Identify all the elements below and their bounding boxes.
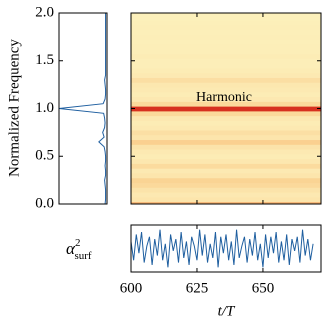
heatmap-row	[131, 168, 321, 174]
x-tick-label: 650	[252, 280, 275, 296]
heatmap-row	[131, 63, 321, 69]
heatmap-row	[131, 20, 321, 26]
heatmap-row	[131, 96, 321, 102]
heatmap-row	[131, 13, 321, 16]
heatmap-row	[131, 67, 321, 74]
heatmap-row	[131, 153, 321, 160]
y-tick-label: 2.0	[35, 4, 54, 20]
heatmap-row	[131, 110, 321, 117]
spectrum-frame	[58, 12, 108, 205]
heatmap-row	[131, 87, 321, 93]
series-label: α2 surf	[66, 237, 92, 262]
y-axis-label: Normalized Frequency	[6, 39, 22, 177]
series-frame	[130, 224, 322, 273]
heatmap-row	[131, 72, 321, 78]
heatmap-row	[131, 34, 321, 40]
superscript: 2	[75, 237, 81, 249]
heatmap-row	[131, 24, 321, 31]
heatmap-row	[131, 139, 321, 145]
x-axis-label: t/T	[218, 303, 236, 319]
y-tick-label: 0.0	[35, 195, 54, 211]
heatmap-row	[131, 134, 321, 141]
symbol: α	[66, 239, 76, 258]
subscript: surf	[74, 250, 91, 262]
heatmap-row	[131, 82, 321, 88]
heatmap-row	[131, 158, 321, 164]
heatmap-row	[131, 177, 321, 184]
y-tick-label: 0.5	[35, 148, 54, 164]
heatmap-row	[131, 182, 321, 188]
heatmap-row	[131, 58, 321, 64]
y-tick-label: 1.0	[35, 100, 54, 116]
spectrum-line	[58, 13, 107, 205]
heatmap-row	[131, 39, 321, 45]
heatmap-row	[131, 144, 321, 150]
x-tick-label: 600	[120, 280, 143, 296]
annotation: Harmonic	[196, 90, 252, 105]
heatmap-row	[131, 29, 321, 35]
heatmap-row	[131, 125, 321, 131]
heatmap-row	[131, 91, 321, 98]
heatmap-row	[131, 48, 321, 55]
heatmap-row	[131, 172, 321, 179]
heatmap-row	[131, 149, 321, 155]
x-tick-label: 625	[186, 280, 209, 296]
heatmap-row	[131, 77, 321, 83]
y-tick-label: 1.5	[35, 52, 54, 68]
heatmap-row	[131, 101, 321, 107]
heatmap	[131, 13, 321, 204]
heatmap-row	[131, 196, 321, 203]
heatmap-row	[131, 129, 321, 136]
heatmap-row	[131, 120, 321, 126]
heatmap-frame	[130, 12, 322, 205]
heatmap-row	[131, 163, 321, 169]
heatmap-row	[131, 106, 321, 112]
heatmap-row	[131, 53, 321, 59]
heatmap-row	[131, 187, 321, 193]
heatmap-row	[131, 115, 321, 121]
series-line	[131, 229, 314, 268]
heatmap-row	[131, 201, 321, 204]
heatmap-row	[131, 44, 321, 50]
heatmap-row	[131, 192, 321, 198]
heatmap-row	[131, 15, 321, 21]
